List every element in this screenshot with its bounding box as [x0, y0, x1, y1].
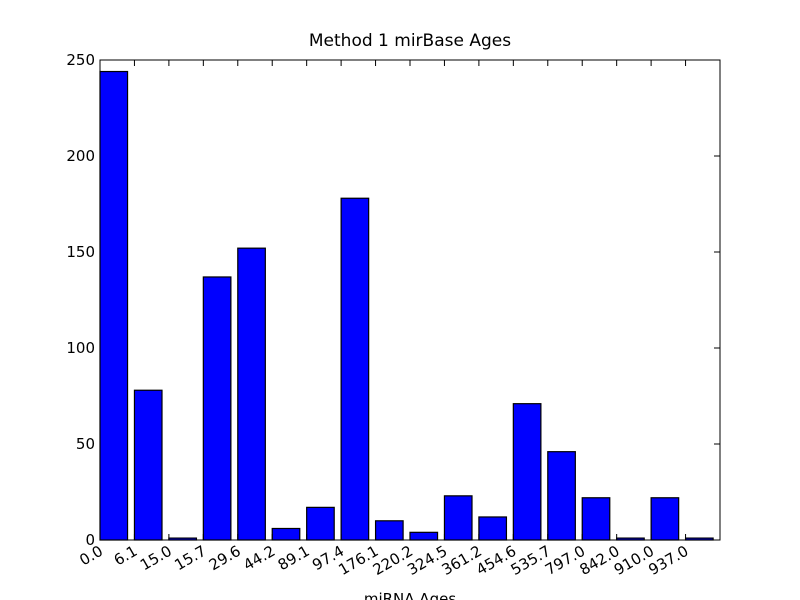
y-tick-label: 150 — [66, 243, 95, 261]
bar — [133, 389, 163, 541]
bar — [374, 520, 404, 541]
bar — [547, 451, 576, 541]
x-axis-label: miRNA Ages — [364, 590, 456, 600]
bar — [581, 497, 611, 541]
bar — [512, 403, 542, 541]
y-tick-label: 200 — [66, 147, 95, 165]
y-tick-label: 250 — [66, 51, 95, 69]
y-tick-label: 50 — [76, 435, 95, 453]
bar — [202, 276, 232, 541]
chart-title: Method 1 mirBase Ages — [309, 31, 511, 51]
bar — [340, 197, 370, 541]
bar — [443, 495, 473, 541]
bar — [237, 247, 266, 541]
y-tick-label: 100 — [66, 339, 95, 357]
bar — [271, 527, 301, 541]
bar — [99, 70, 129, 541]
plot-frame — [99, 59, 721, 541]
bar — [306, 506, 335, 541]
bar — [409, 531, 439, 541]
bar — [478, 516, 508, 541]
y-tick-label: 0 — [85, 531, 95, 549]
bar — [650, 497, 680, 541]
